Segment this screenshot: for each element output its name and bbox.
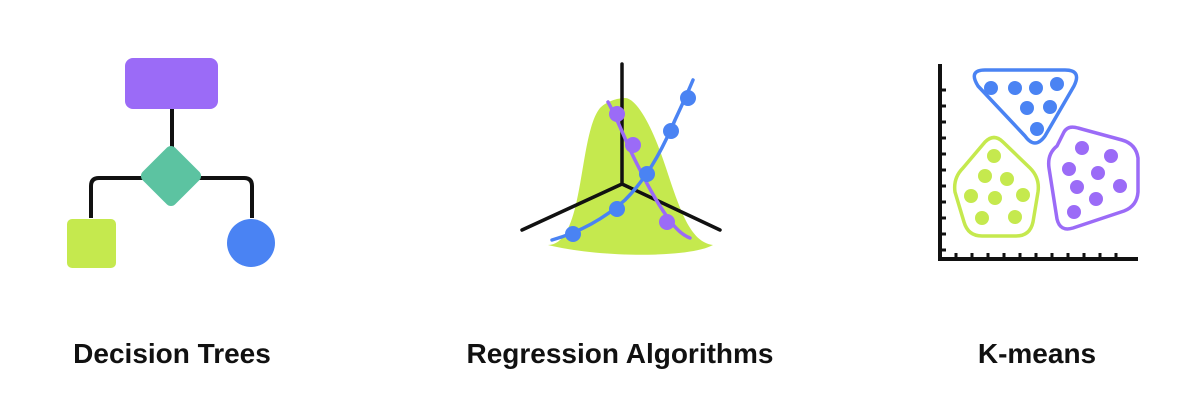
cluster-point bbox=[1113, 179, 1127, 193]
k-means-title: K-means bbox=[977, 338, 1097, 369]
kmeans-cluster-plot-icon bbox=[938, 64, 1140, 261]
blue-point bbox=[639, 166, 655, 182]
lime-cluster-points bbox=[964, 149, 1030, 225]
regression-3d-plot-icon bbox=[520, 62, 722, 255]
blue-point bbox=[680, 90, 696, 106]
cluster-point bbox=[1016, 188, 1030, 202]
cluster-point bbox=[1050, 77, 1064, 91]
purple-regression-curve bbox=[606, 100, 692, 240]
distribution-surface bbox=[548, 98, 713, 255]
cluster-point bbox=[984, 81, 998, 95]
axis-ticks bbox=[940, 88, 1118, 259]
decision-tree-icon bbox=[67, 58, 275, 268]
blue-cluster-points bbox=[984, 77, 1064, 136]
cluster-point bbox=[1091, 166, 1105, 180]
blue-point bbox=[565, 226, 581, 242]
leaf-square-node bbox=[67, 219, 116, 268]
lime-cluster-boundary bbox=[952, 135, 1041, 238]
cluster-point bbox=[1020, 101, 1034, 115]
purple-point bbox=[659, 214, 675, 230]
cluster-point bbox=[1008, 81, 1022, 95]
cluster-point bbox=[988, 191, 1002, 205]
decision-trees-title: Decision Trees bbox=[73, 338, 271, 369]
cluster-point bbox=[978, 169, 992, 183]
plot-axes bbox=[938, 64, 1138, 261]
purple-point bbox=[609, 106, 625, 122]
purple-data-points bbox=[609, 106, 675, 230]
cluster-point bbox=[1104, 149, 1118, 163]
blue-point bbox=[663, 123, 679, 139]
cluster-point bbox=[975, 211, 989, 225]
cluster-point bbox=[1008, 210, 1022, 224]
blue-data-points bbox=[565, 90, 696, 242]
leaf-circle-node bbox=[227, 219, 275, 267]
cluster-point bbox=[1029, 81, 1043, 95]
cluster-point bbox=[987, 149, 1001, 163]
cluster-point bbox=[1062, 162, 1076, 176]
cluster-point bbox=[1030, 122, 1044, 136]
blue-point bbox=[609, 201, 625, 217]
cluster-point bbox=[1043, 100, 1057, 114]
cluster-point bbox=[1075, 141, 1089, 155]
purple-cluster-boundary bbox=[1046, 125, 1140, 231]
purple-point bbox=[625, 137, 641, 153]
regression-algorithms-title: Regression Algorithms bbox=[466, 338, 774, 369]
cluster-point bbox=[1000, 172, 1014, 186]
cluster-point bbox=[1067, 205, 1081, 219]
root-node bbox=[125, 58, 218, 109]
3d-axes bbox=[520, 62, 722, 232]
cluster-point bbox=[964, 189, 978, 203]
decision-node bbox=[140, 145, 202, 207]
purple-cluster-points bbox=[1062, 141, 1127, 219]
blue-cluster-boundary bbox=[972, 68, 1079, 145]
cluster-point bbox=[1089, 192, 1103, 206]
cluster-point bbox=[1070, 180, 1084, 194]
